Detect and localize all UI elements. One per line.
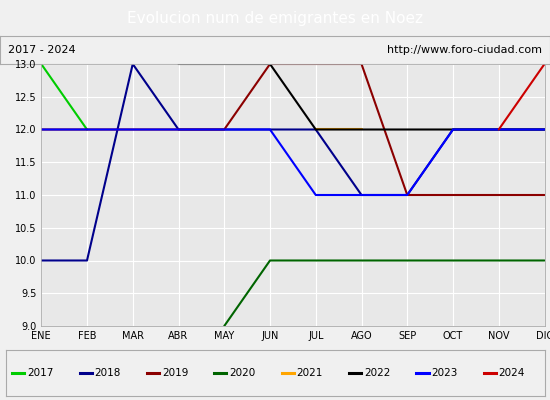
Text: 2023: 2023	[431, 368, 458, 378]
Text: 2020: 2020	[229, 368, 255, 378]
Text: 2017: 2017	[27, 368, 53, 378]
Text: 2022: 2022	[364, 368, 390, 378]
Text: 2019: 2019	[162, 368, 188, 378]
Text: Evolucion num de emigrantes en Noez: Evolucion num de emigrantes en Noez	[127, 10, 423, 26]
Text: 2021: 2021	[296, 368, 323, 378]
Text: http://www.foro-ciudad.com: http://www.foro-ciudad.com	[387, 45, 542, 55]
Text: 2024: 2024	[499, 368, 525, 378]
Text: 2017 - 2024: 2017 - 2024	[8, 45, 76, 55]
Text: 2018: 2018	[95, 368, 121, 378]
